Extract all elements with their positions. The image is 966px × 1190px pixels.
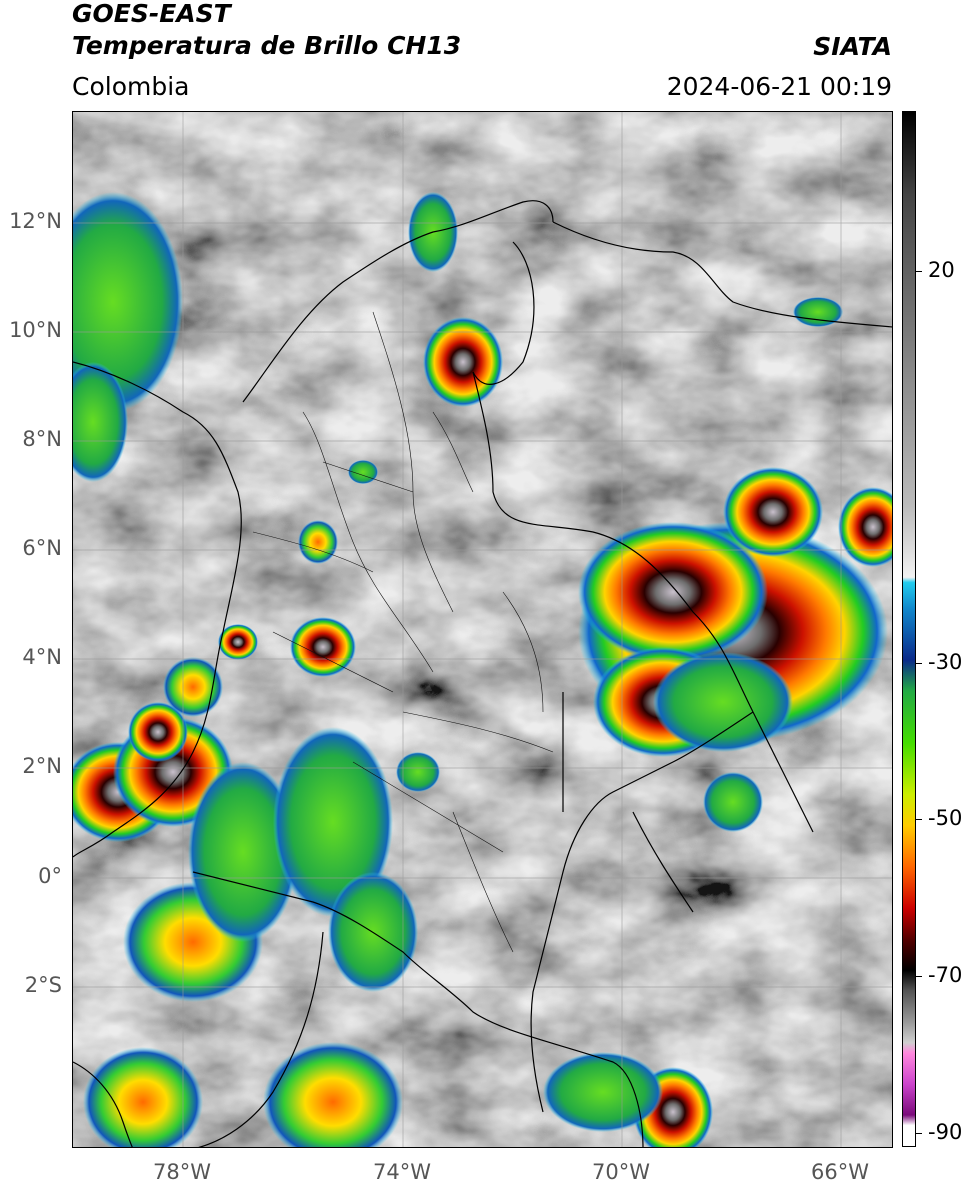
lon-label-70w: 70°W xyxy=(592,1160,650,1184)
lat-label-12n: 12°N xyxy=(9,209,62,233)
lat-label-6n: 6°N xyxy=(22,536,62,560)
colorbar-label-20: 20 xyxy=(928,258,955,282)
colorbar-label-minus70: -70 xyxy=(928,963,963,987)
region-label: Colombia xyxy=(72,72,190,101)
colorbar-tick-minus50 xyxy=(916,819,922,820)
map-canvas xyxy=(73,112,892,1147)
product-satellite: GOES-EAST xyxy=(72,0,231,28)
graticule xyxy=(73,112,892,1147)
product-title: Temperatura de Brillo CH13 xyxy=(72,31,462,60)
satellite-map[interactable] xyxy=(72,111,893,1148)
lon-label-66w: 66°W xyxy=(811,1160,869,1184)
lon-label-78w: 78°W xyxy=(153,1160,211,1184)
country-borders xyxy=(73,200,892,1147)
lat-label-4n: 4°N xyxy=(22,645,62,669)
lon-label-74w: 74°W xyxy=(373,1160,431,1184)
colorbar-label-minus50: -50 xyxy=(928,806,963,830)
timestamp-label: 2024-06-21 00:19 xyxy=(666,72,892,101)
colorbar-tick-minus30 xyxy=(916,663,922,664)
lat-label-10n: 10°N xyxy=(9,318,62,342)
lat-label-2n: 2°N xyxy=(22,754,62,778)
colorbar-tick-20 xyxy=(916,271,922,272)
lat-label-2s: 2°S xyxy=(24,973,62,997)
colorbar xyxy=(902,111,916,1147)
lat-label-8n: 8°N xyxy=(22,427,62,451)
department-borders xyxy=(252,311,554,953)
colorbar-tick-minus70 xyxy=(916,976,922,977)
colorbar-tick-minus90 xyxy=(916,1133,922,1134)
colorbar-label-minus30: -30 xyxy=(928,650,963,674)
lat-label-0: 0° xyxy=(38,864,62,888)
colorbar-label-minus90: -90 xyxy=(928,1120,963,1144)
brand-label: SIATA xyxy=(813,32,892,61)
